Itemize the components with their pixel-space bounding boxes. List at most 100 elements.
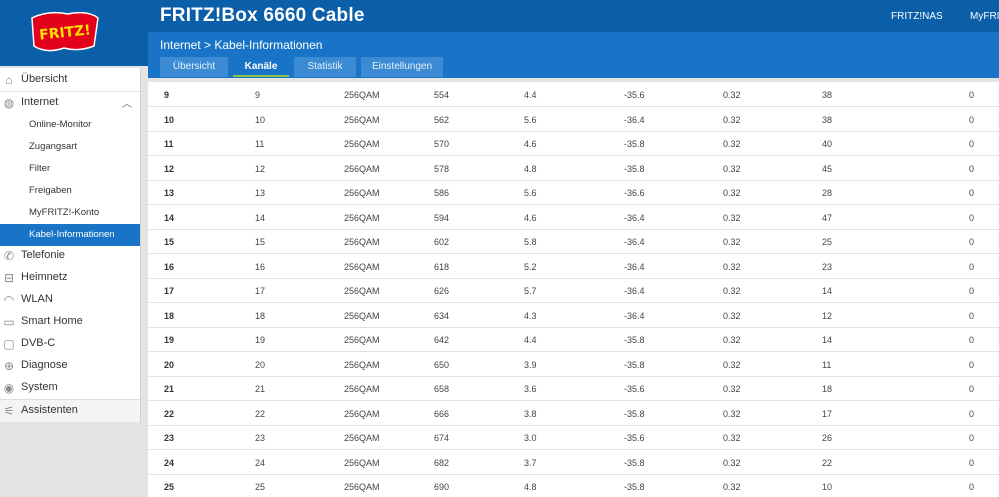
- sidebar-item-wlan[interactable]: ◠ WLAN: [0, 289, 140, 311]
- uncorrectable-errors: 0: [969, 237, 975, 247]
- sidebar-item-uebersicht[interactable]: ⌂ Übersicht: [0, 69, 140, 91]
- chevron-up-icon[interactable]: ︿: [122, 99, 132, 110]
- tab-kanaele[interactable]: Kanäle: [233, 57, 289, 77]
- latency: 0.32: [723, 457, 741, 468]
- sidebar-item-dvb-c[interactable]: ▢ DVB-C: [0, 333, 140, 355]
- latency: 0.32: [723, 237, 741, 247]
- power-level: 4.3: [524, 310, 537, 321]
- sidebar-item-diagnose[interactable]: ⊕ Diagnose: [0, 355, 140, 377]
- table-row: 25 25 256QAM 690 4.8 -35.8 0.32 10 0: [148, 474, 999, 497]
- smart-home-icon: ▭: [3, 315, 15, 329]
- sidebar-item-heimnetz[interactable]: ⊟ Heimnetz: [0, 267, 140, 289]
- latency: 0.32: [723, 310, 741, 321]
- frequency-channel: 22: [255, 408, 266, 419]
- sidebar-item-label: Übersicht: [21, 73, 68, 85]
- power-level: 4.8: [524, 163, 537, 174]
- frequency: 682: [434, 457, 450, 468]
- channel-id: 25: [164, 482, 175, 492]
- table-row: 16 16 256QAM 618 5.2 -36.4 0.32 23 0: [148, 254, 999, 279]
- correctable-errors: 25: [822, 237, 833, 247]
- latency: 0.32: [723, 212, 741, 223]
- fritz-logo[interactable]: FRITZ!: [28, 8, 102, 54]
- frequency-channel: 19: [255, 335, 266, 345]
- sidebar-item-online-monitor[interactable]: Online-Monitor: [0, 114, 140, 136]
- frequency-channel: 16: [255, 261, 266, 272]
- home-icon: ⌂: [5, 73, 13, 87]
- tab-statistik[interactable]: Statistik: [294, 57, 356, 77]
- uncorrectable-errors: 0: [969, 188, 975, 198]
- logo-area: FRITZ!: [0, 0, 148, 66]
- power-level: 4.8: [524, 482, 537, 492]
- sidebar-item-label: Filter: [29, 163, 51, 174]
- latency: 0.32: [723, 261, 741, 272]
- tab-uebersicht[interactable]: Übersicht: [160, 57, 228, 77]
- power-level: 5.6: [524, 114, 537, 125]
- sidebar-item-zugangsart[interactable]: Zugangsart: [0, 136, 140, 158]
- sidebar-item-filter[interactable]: Filter: [0, 158, 140, 180]
- myfritz-link[interactable]: MyFRITZ!: [970, 11, 999, 22]
- modulation: 256QAM: [344, 114, 380, 125]
- sidebar-item-internet[interactable]: ◍ Internet ︿: [0, 92, 140, 114]
- channel-id: 12: [164, 163, 175, 174]
- globe-icon: ◍: [3, 96, 15, 110]
- table-row: 9 9 256QAM 554 4.4 -35.6 0.32 38 0: [148, 82, 999, 107]
- wizard-icon: ⚟: [3, 404, 15, 418]
- correctable-errors: 17: [822, 408, 833, 419]
- sidebar-item-label: Heimnetz: [21, 271, 68, 283]
- sidebar-item-smart-home[interactable]: ▭ Smart Home: [0, 311, 140, 333]
- uncorrectable-errors: 0: [969, 433, 975, 443]
- sidebar-item-label: Internet: [21, 96, 59, 108]
- uncorrectable-errors: 0: [969, 261, 975, 272]
- correctable-errors: 47: [822, 212, 833, 223]
- modulation: 256QAM: [344, 188, 380, 198]
- mse: -35.8: [624, 482, 645, 492]
- correctable-errors: 14: [822, 335, 833, 345]
- frequency-channel: 12: [255, 163, 266, 174]
- sidebar-item-system[interactable]: ◉ System: [0, 377, 140, 399]
- frequency: 666: [434, 408, 450, 419]
- frequency: 570: [434, 139, 450, 149]
- latency: 0.32: [723, 335, 741, 345]
- correctable-errors: 45: [822, 163, 833, 174]
- sidebar-item-assistenten[interactable]: ⚟ Assistenten: [0, 399, 140, 422]
- modulation: 256QAM: [344, 261, 380, 272]
- divider: [0, 91, 140, 92]
- correctable-errors: 11: [822, 359, 832, 370]
- latency: 0.32: [723, 163, 741, 174]
- modulation: 256QAM: [344, 310, 380, 321]
- mse: -35.8: [624, 457, 645, 468]
- table-row: 23 23 256QAM 674 3.0 -35.6 0.32 26 0: [148, 425, 999, 450]
- uncorrectable-errors: 0: [969, 384, 975, 394]
- modulation: 256QAM: [344, 408, 380, 419]
- modulation: 256QAM: [344, 359, 380, 370]
- frequency: 586: [434, 188, 450, 198]
- power-level: 3.0: [524, 433, 537, 443]
- latency: 0.32: [723, 384, 741, 394]
- frequency-channel: 15: [255, 237, 266, 247]
- mse: -36.4: [624, 286, 645, 296]
- modulation: 256QAM: [344, 237, 380, 247]
- modulation: 256QAM: [344, 212, 380, 223]
- sidebar-item-freigaben[interactable]: Freigaben: [0, 180, 140, 202]
- tv-icon: ▢: [3, 337, 15, 351]
- diagnose-icon: ⊕: [3, 359, 15, 373]
- channel-id: 16: [164, 261, 175, 272]
- fritznas-link[interactable]: FRITZ!NAS: [891, 11, 943, 22]
- latency: 0.32: [723, 482, 741, 492]
- correctable-errors: 12: [822, 310, 833, 321]
- frequency-channel: 9: [255, 90, 261, 100]
- table-row: 19 19 256QAM 642 4.4 -35.8 0.32 14 0: [148, 327, 999, 352]
- latency: 0.32: [723, 114, 741, 125]
- frequency: 554: [434, 90, 450, 100]
- frequency: 690: [434, 482, 450, 492]
- channel-id: 17: [164, 286, 175, 296]
- sidebar-item-kabel-informationen[interactable]: Kabel-Informationen: [0, 224, 140, 246]
- power-level: 4.4: [524, 90, 537, 100]
- sidebar-item-telefonie[interactable]: ✆ Telefonie: [0, 245, 140, 267]
- sidebar-item-label: Kabel-Informationen: [29, 229, 115, 240]
- frequency: 642: [434, 335, 450, 345]
- sidebar-item-myfritz-konto[interactable]: MyFRITZ!-Konto: [0, 202, 140, 224]
- tab-einstellungen[interactable]: Einstellungen: [361, 57, 443, 77]
- table-row: 22 22 256QAM 666 3.8 -35.8 0.32 17 0: [148, 401, 999, 426]
- uncorrectable-errors: 0: [969, 408, 975, 419]
